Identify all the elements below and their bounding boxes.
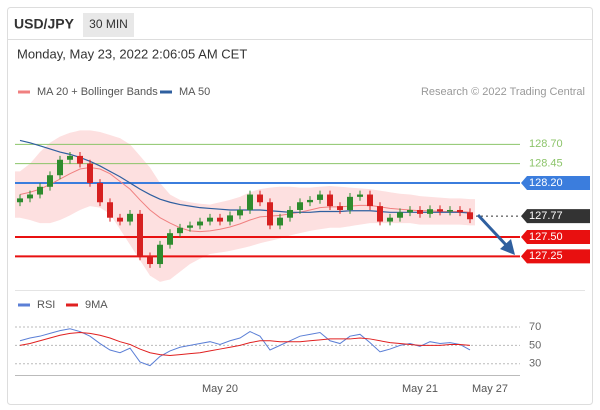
bollinger-band xyxy=(385,191,395,224)
bollinger-band xyxy=(235,194,245,250)
candle-body xyxy=(67,155,73,160)
candle-body xyxy=(47,175,53,187)
candle-body xyxy=(157,244,163,265)
bollinger-band xyxy=(125,141,135,253)
candle-body xyxy=(357,194,363,197)
candle-body xyxy=(87,163,93,183)
candle-body xyxy=(347,196,353,210)
candle-body xyxy=(137,213,143,257)
level-label: 127.77 xyxy=(529,210,563,222)
legend-label: 9MA xyxy=(85,299,108,311)
candle-body xyxy=(197,221,203,226)
candle-body xyxy=(27,194,33,199)
bollinger-band xyxy=(205,203,215,257)
level-tag xyxy=(521,230,590,245)
candle-body xyxy=(437,209,443,212)
forecast-arrow xyxy=(476,213,515,255)
candle-body xyxy=(377,206,383,222)
interval: 30 MIN xyxy=(89,17,128,31)
candle-body xyxy=(17,198,23,203)
plot-layer: MA 20 + Bollinger Bands MA 50 128.70 128.45… xyxy=(15,86,590,395)
level-label: 128.70 xyxy=(529,138,563,150)
candle-body xyxy=(227,215,233,222)
candle-body xyxy=(467,212,473,220)
candle-body xyxy=(127,213,133,222)
legend-label: RSI xyxy=(37,299,55,311)
candle-body xyxy=(177,227,183,234)
x-tick-label: May 20 xyxy=(202,383,238,395)
bollinger-band xyxy=(185,201,195,268)
indicator-line xyxy=(19,331,471,357)
bollinger-band xyxy=(275,186,285,240)
candle-body xyxy=(287,209,293,218)
candle-body xyxy=(297,202,303,210)
y-tick-label: 30 xyxy=(529,358,541,370)
y-tick-label: 70 xyxy=(529,321,541,333)
bollinger-band xyxy=(75,130,85,213)
bollinger-band xyxy=(65,131,75,218)
bollinger-band xyxy=(25,157,35,222)
ma50-line xyxy=(19,139,471,214)
candle-body xyxy=(237,209,243,216)
x-tick-label: May 21 xyxy=(402,383,438,395)
candle-body xyxy=(417,209,423,214)
bollinger-band xyxy=(15,167,25,219)
candle-body xyxy=(387,217,393,222)
level-tag xyxy=(521,209,590,224)
level-label: 127.50 xyxy=(529,231,563,243)
level-label: 127.25 xyxy=(529,250,563,262)
candle-body xyxy=(447,209,453,212)
candle-body xyxy=(317,194,323,200)
candle-body xyxy=(427,209,433,214)
legend-label: MA 20 + Bollinger Bands xyxy=(37,86,158,98)
candle-body xyxy=(307,199,313,203)
candle-body xyxy=(37,186,43,195)
timestamp: Monday, May 23, 2022 2:06:05 AM CET xyxy=(17,46,247,61)
candle-body xyxy=(147,256,153,265)
bollinger-band xyxy=(145,161,155,279)
candle-body xyxy=(457,209,463,213)
candle-body xyxy=(267,202,273,226)
candle-body xyxy=(167,233,173,245)
level-tag xyxy=(521,175,590,190)
bollinger-band xyxy=(195,203,205,262)
candle-body xyxy=(77,155,83,164)
candle-body xyxy=(397,212,403,218)
arrow-head xyxy=(500,239,515,255)
candle-body xyxy=(257,194,263,203)
candle-body xyxy=(97,182,103,203)
candle-body xyxy=(337,206,343,210)
indicator-line xyxy=(19,328,471,367)
candle-body xyxy=(57,159,63,176)
bollinger-band xyxy=(355,187,365,226)
candle-body xyxy=(367,194,373,207)
candle-body xyxy=(277,217,283,226)
candle-body xyxy=(207,217,213,222)
candle-body xyxy=(217,217,223,222)
bollinger-band xyxy=(115,136,125,238)
arrow-shaft xyxy=(476,213,509,248)
candle-body xyxy=(107,202,113,218)
credit: Research © 2022 Trading Central xyxy=(421,86,585,98)
y-tick-label: 50 xyxy=(529,339,541,351)
candle-body xyxy=(117,217,123,222)
legend-label: MA 50 xyxy=(179,86,210,98)
level-label: 128.20 xyxy=(529,177,563,189)
candle-body xyxy=(187,225,193,228)
candle-body xyxy=(247,194,253,210)
bollinger-band xyxy=(105,133,115,222)
interval-box xyxy=(83,13,134,37)
bollinger-band xyxy=(215,201,225,254)
x-tick-label: May 27 xyxy=(472,383,508,395)
symbol: USD/JPY xyxy=(14,16,75,32)
ma20-line xyxy=(19,166,471,233)
level-tag xyxy=(521,249,590,264)
level-label: 128.45 xyxy=(529,158,563,170)
candle-body xyxy=(407,209,413,213)
candle-body xyxy=(327,194,333,207)
